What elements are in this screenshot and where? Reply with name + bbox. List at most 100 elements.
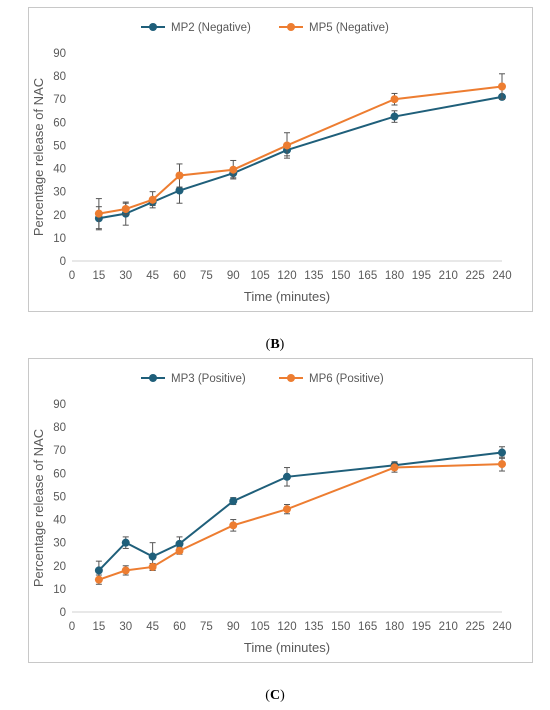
y-tick-label: 20: [53, 561, 66, 573]
x-tick-label: 0: [69, 621, 75, 633]
y-tick-label: 0: [60, 607, 66, 619]
x-tick-label: 60: [173, 621, 186, 633]
data-point: [148, 562, 157, 571]
release-chart-b: 0 10 20 30 40 50 60 70 80 90 0 15 30 45 60 75 90 105 120 13…: [31, 22, 512, 304]
data-point: [175, 186, 184, 195]
y-tick-label: 80: [53, 71, 66, 83]
x-axis-title: Time (minutes): [244, 289, 330, 304]
data-point: [121, 205, 130, 213]
y-tick-label: 60: [53, 117, 66, 129]
x-tick-label: 30: [119, 270, 132, 282]
x-tick-label: 165: [358, 270, 377, 282]
panel-label-b-letter: B: [270, 337, 280, 352]
x-tick-label: 225: [466, 270, 485, 282]
x-tick-label: 90: [227, 270, 240, 282]
y-tick-label: 80: [53, 422, 66, 434]
x-tick-label: 135: [304, 270, 323, 282]
y-tick-label: 20: [53, 210, 66, 222]
data-point: [498, 82, 506, 91]
y-tick-label: 40: [53, 164, 66, 176]
legend-marker: [149, 374, 157, 382]
data-point: [175, 171, 184, 180]
x-tick-label: 45: [146, 270, 159, 282]
series-line: [98, 451, 503, 572]
x-tick-label: 15: [92, 621, 105, 633]
x-tick-label: 120: [277, 270, 296, 282]
x-tick-label: 180: [385, 621, 404, 633]
x-tick-label: 150: [331, 621, 350, 633]
x-tick-label: 195: [412, 270, 431, 282]
y-tick-label: 0: [60, 256, 66, 268]
x-tick-label: 240: [492, 270, 511, 282]
legend-label: MP3 (Positive): [171, 373, 246, 385]
data-point: [175, 546, 184, 555]
x-tick-label: 30: [119, 621, 132, 633]
legend-marker: [149, 23, 157, 31]
y-tick-label: 30: [53, 187, 66, 199]
x-tick-label: 105: [251, 621, 270, 633]
x-tick-label: 120: [277, 621, 296, 633]
x-tick-label: 225: [466, 621, 485, 633]
data-point: [498, 460, 506, 469]
x-tick-label: 150: [331, 270, 350, 282]
x-tick-label: 75: [200, 270, 213, 282]
data-point: [229, 165, 238, 174]
x-tick-label: 210: [439, 621, 458, 633]
legend-marker: [287, 374, 295, 382]
y-tick-label: 70: [53, 445, 66, 457]
y-tick-label: 50: [53, 140, 66, 152]
data-point: [175, 539, 184, 548]
data-point: [283, 472, 291, 481]
x-tick-label: 15: [92, 270, 105, 282]
data-point: [121, 538, 130, 547]
y-tick-label: 50: [53, 491, 66, 503]
data-point: [94, 575, 103, 584]
data-point: [94, 566, 103, 575]
x-tick-label: 180: [385, 270, 404, 282]
x-tick-label: 135: [304, 621, 323, 633]
series-line: [98, 463, 503, 581]
data-point: [390, 95, 399, 104]
data-point: [121, 566, 130, 575]
release-chart-c: 0 10 20 30 40 50 60 70 80 90 0 15 30 45 60 75 90 105 120 13…: [31, 373, 512, 655]
x-tick-label: 105: [251, 270, 270, 282]
chart-panel-b: 0 10 20 30 40 50 60 70 80 90 0 15 30 45 60 75 90 105 120 13…: [28, 7, 533, 312]
legend-label: MP5 (Negative): [309, 22, 389, 34]
data-point: [148, 552, 157, 561]
x-tick-label: 210: [439, 270, 458, 282]
x-tick-label: 0: [69, 270, 75, 282]
series-line: [98, 85, 503, 215]
y-tick-label: 60: [53, 468, 66, 480]
legend-marker: [287, 23, 295, 31]
x-tick-label: 45: [146, 621, 159, 633]
data-point: [283, 505, 291, 514]
x-tick-label: 90: [227, 621, 240, 633]
panel-label-c: (C): [265, 688, 285, 703]
y-tick-label: 90: [53, 48, 66, 60]
y-axis-title: Percentage release of NAC: [31, 429, 46, 587]
y-tick-label: 10: [53, 233, 66, 245]
y-axis-title: Percentage release of NAC: [31, 78, 46, 236]
data-point: [229, 521, 238, 530]
y-tick-label: 30: [53, 538, 66, 550]
legend-label: MP2 (Negative): [171, 22, 251, 34]
panel-label-c-letter: C: [269, 688, 281, 703]
series-line: [98, 95, 503, 220]
legend-label: MP6 (Positive): [309, 373, 384, 385]
panel-label-b: (B): [265, 337, 285, 352]
x-tick-label: 60: [173, 270, 186, 282]
x-tick-label: 240: [492, 621, 511, 633]
x-tick-label: 75: [200, 621, 213, 633]
data-point: [283, 141, 291, 150]
data-point: [229, 497, 238, 506]
y-tick-label: 40: [53, 515, 66, 527]
x-axis-title: Time (minutes): [244, 640, 330, 655]
data-point: [94, 209, 103, 218]
y-tick-label: 90: [53, 399, 66, 411]
x-tick-label: 165: [358, 621, 377, 633]
y-tick-label: 70: [53, 94, 66, 106]
x-tick-label: 195: [412, 621, 431, 633]
y-tick-label: 10: [53, 584, 66, 596]
chart-panel-c: 0 10 20 30 40 50 60 70 80 90 0 15 30 45 60 75 90 105 120 13…: [28, 358, 533, 663]
data-point: [498, 448, 506, 457]
